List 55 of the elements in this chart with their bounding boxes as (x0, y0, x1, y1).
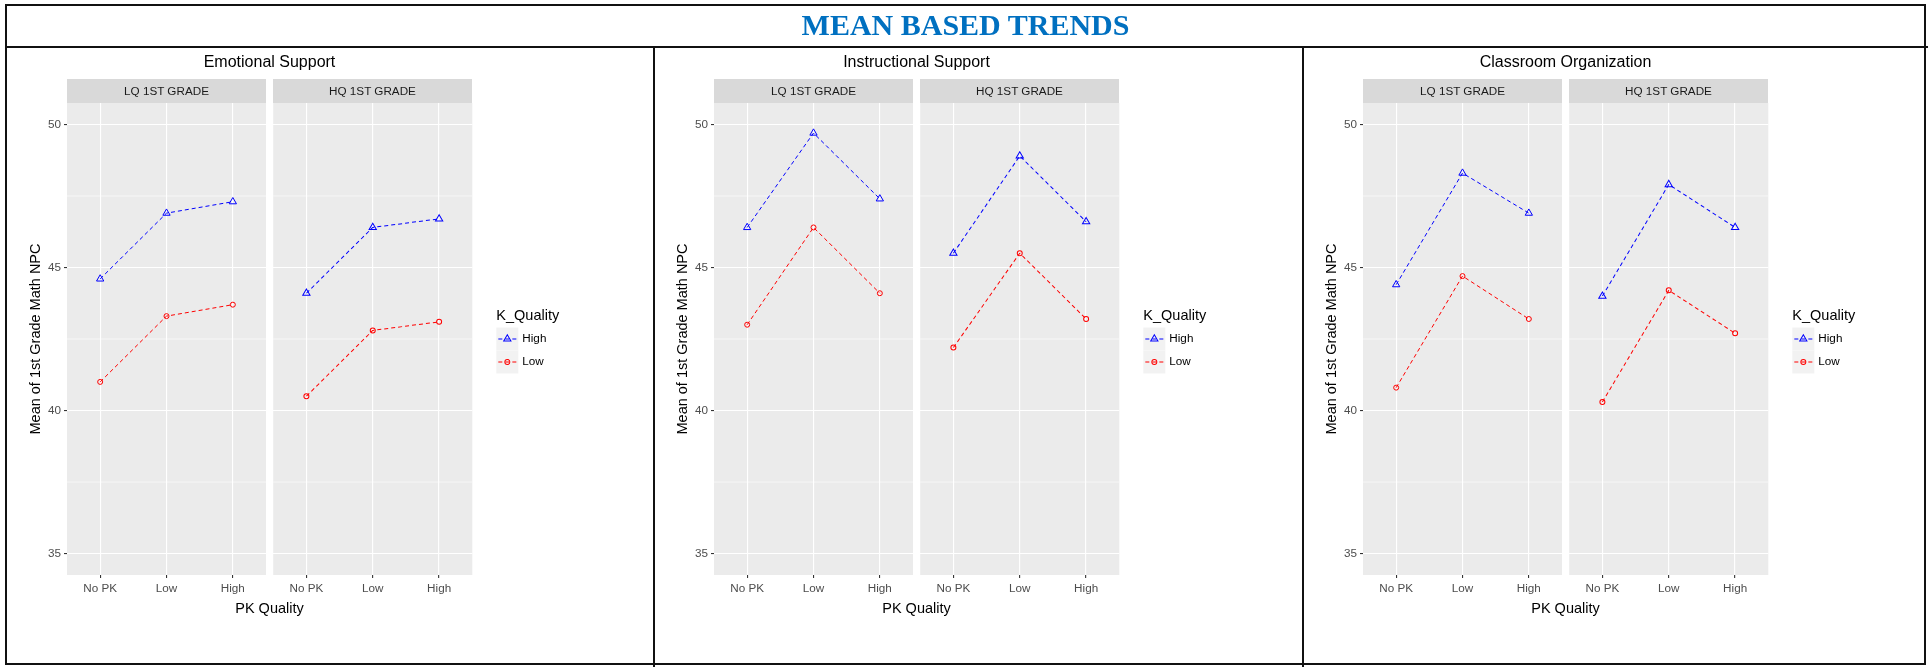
x-tick-label: No PK (83, 581, 118, 595)
chart-subtitle: LQ 1ST GRADE (124, 84, 209, 98)
x-tick-label: High (426, 581, 451, 595)
x-tick-label: Low (1451, 581, 1474, 595)
y-axis-title: Mean of 1st Grade Math NPC (673, 243, 691, 435)
y-tick-label: 35 (47, 545, 62, 559)
legend-label: Low (1169, 354, 1192, 368)
x-tick-label: Low (1657, 581, 1680, 595)
legend-title: K_Quality (1143, 307, 1207, 323)
x-tick-label: No PK (1585, 581, 1620, 595)
y-tick-label: 50 (47, 116, 62, 130)
chart-title: Instructional Support (843, 52, 990, 72)
chart-subtitle: LQ 1ST GRADE (1420, 84, 1505, 98)
x-tick-label: Low (1008, 581, 1031, 595)
y-tick-label: 35 (694, 545, 709, 559)
y-axis-title: Mean of 1st Grade Math NPC (1322, 243, 1340, 435)
legend-label: High (1818, 331, 1843, 345)
y-tick-label: 40 (47, 402, 62, 416)
x-tick-label: Low (155, 581, 178, 595)
y-tick-label: 45 (694, 259, 709, 273)
y-tick-label: 40 (1343, 402, 1358, 416)
x-tick-label: No PK (1379, 581, 1414, 595)
chart-subtitle: HQ 1ST GRADE (976, 84, 1063, 98)
x-tick-label: No PK (936, 581, 971, 595)
x-tick-label: High (1722, 581, 1747, 595)
legend-label: High (1169, 331, 1194, 345)
x-tick-label: Low (361, 581, 384, 595)
legend-title: K_Quality (496, 307, 560, 323)
legend-label: Low (522, 354, 545, 368)
legend-label: Low (1818, 354, 1841, 368)
y-tick-label: 40 (694, 402, 709, 416)
legend-label: High (522, 331, 547, 345)
x-axis-title: PK Quality (235, 599, 304, 617)
text: MEAN BASED TRENDS (801, 7, 1130, 43)
x-axis-title: PK Quality (882, 599, 951, 617)
x-tick-label: High (1516, 581, 1541, 595)
x-axis-title: PK Quality (1531, 599, 1600, 617)
x-tick-label: High (867, 581, 892, 595)
y-tick-label: 50 (1343, 116, 1358, 130)
y-tick-label: 45 (47, 259, 62, 273)
x-tick-label: High (220, 581, 245, 595)
chart-subtitle: HQ 1ST GRADE (1625, 84, 1712, 98)
y-axis-title: Mean of 1st Grade Math NPC (26, 243, 44, 435)
y-tick-label: 50 (694, 116, 709, 130)
chart-title: Emotional Support (203, 52, 336, 72)
chart-subtitle: HQ 1ST GRADE (329, 84, 416, 98)
y-tick-label: 35 (1343, 545, 1358, 559)
chart-title: Classroom Organization (1479, 52, 1652, 72)
chart-subtitle: LQ 1ST GRADE (771, 84, 856, 98)
x-tick-label: High (1073, 581, 1098, 595)
x-tick-label: No PK (730, 581, 765, 595)
x-tick-label: Low (802, 581, 825, 595)
legend-title: K_Quality (1792, 307, 1856, 323)
y-tick-label: 45 (1343, 259, 1358, 273)
x-tick-label: No PK (289, 581, 324, 595)
